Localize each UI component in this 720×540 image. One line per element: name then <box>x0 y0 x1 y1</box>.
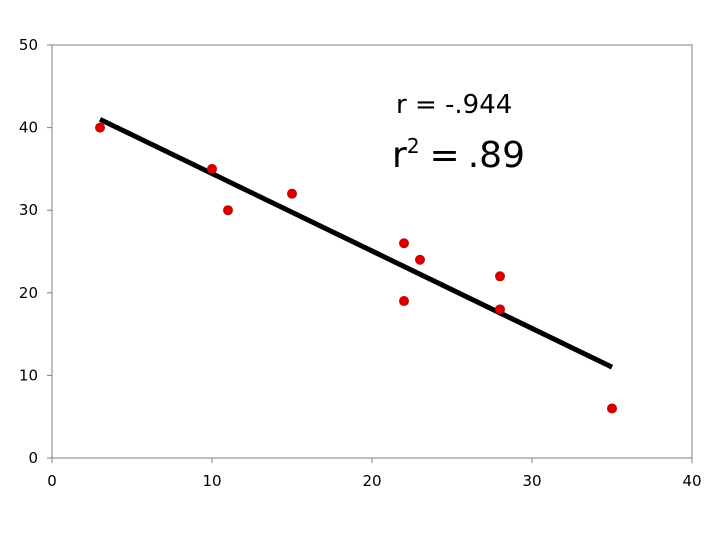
x-tick-label: 10 <box>202 472 221 490</box>
x-tick-label: 0 <box>47 472 57 490</box>
data-point <box>495 271 505 282</box>
data-point <box>223 205 233 216</box>
trendline <box>98 117 614 370</box>
r-squared-exponent: 2 <box>406 134 420 158</box>
data-point <box>607 403 617 414</box>
y-tick-label: 30 <box>19 201 38 219</box>
data-point <box>95 122 105 133</box>
data-point <box>495 304 505 315</box>
r-squared-value: .89 <box>467 135 525 176</box>
y-axis: 0 10 20 30 40 50 <box>19 36 52 467</box>
r-squared-equals: = <box>429 135 460 176</box>
y-tick-label: 10 <box>19 366 38 384</box>
x-tick-label: 30 <box>522 472 541 490</box>
r-squared-prefix: r <box>392 135 407 176</box>
data-points-layer <box>95 122 617 414</box>
y-tick-label: 50 <box>19 36 38 54</box>
data-point <box>399 296 409 307</box>
x-tick-label: 40 <box>682 472 701 490</box>
y-tick-label: 40 <box>19 119 38 137</box>
y-tick-label: 0 <box>28 449 38 467</box>
data-point <box>287 188 297 199</box>
x-axis: 0 10 20 30 40 <box>47 458 702 490</box>
trendline-layer <box>98 117 614 370</box>
r-squared-annotation: r2 = .89 <box>392 134 525 176</box>
x-tick-label: 20 <box>362 472 381 490</box>
data-point <box>207 163 217 174</box>
y-tick-label: 20 <box>19 284 38 302</box>
r-annotation: r = -.944 <box>396 90 513 120</box>
data-point <box>399 238 409 249</box>
data-point <box>415 254 425 265</box>
